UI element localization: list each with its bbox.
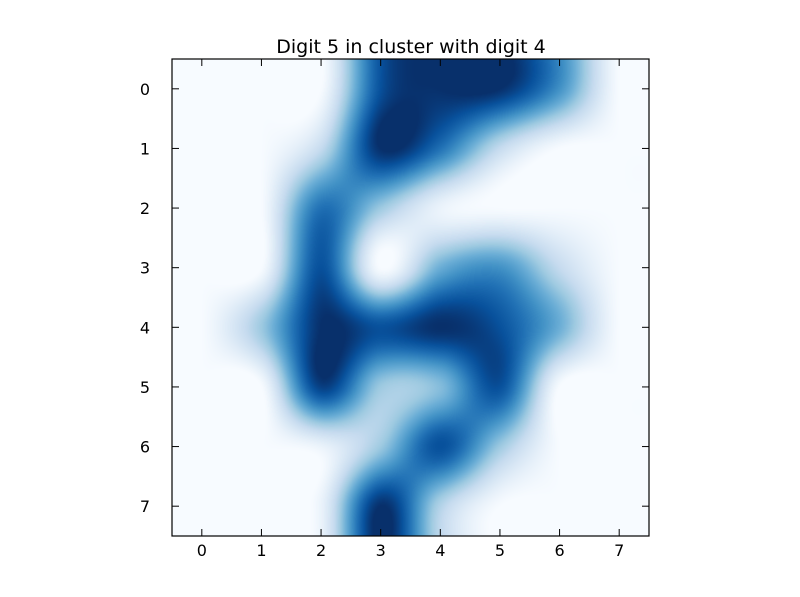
axes-frame bbox=[171, 58, 650, 537]
x-tick-label: 3 bbox=[376, 541, 386, 560]
x-tick-label: 6 bbox=[554, 541, 564, 560]
x-axis-tick-labels: 0 1 2 3 4 5 6 7 bbox=[197, 541, 625, 560]
y-tick-label: 4 bbox=[140, 318, 150, 337]
y-tick-label: 1 bbox=[140, 139, 150, 158]
chart-title: Digit 5 in cluster with digit 4 bbox=[276, 36, 546, 58]
y-tick-label: 7 bbox=[140, 497, 150, 516]
axis-ticks bbox=[172, 59, 649, 536]
x-tick-label: 2 bbox=[316, 541, 326, 560]
heatmap-image-frame bbox=[172, 59, 649, 536]
y-tick-label: 5 bbox=[140, 378, 150, 397]
x-tick-label: 7 bbox=[614, 541, 624, 560]
y-axis-tick-labels: 0 1 2 3 4 5 6 7 bbox=[140, 80, 150, 516]
x-tick-label: 1 bbox=[256, 541, 266, 560]
y-tick-label: 0 bbox=[140, 80, 150, 99]
y-tick-label: 2 bbox=[140, 199, 150, 218]
x-tick-label: 4 bbox=[435, 541, 445, 560]
x-tick-label: 0 bbox=[197, 541, 207, 560]
y-tick-label: 6 bbox=[140, 438, 150, 457]
x-tick-label: 5 bbox=[495, 541, 505, 560]
plot-area bbox=[171, 58, 650, 537]
y-tick-label: 3 bbox=[140, 259, 150, 278]
heatmap-image bbox=[172, 59, 649, 536]
